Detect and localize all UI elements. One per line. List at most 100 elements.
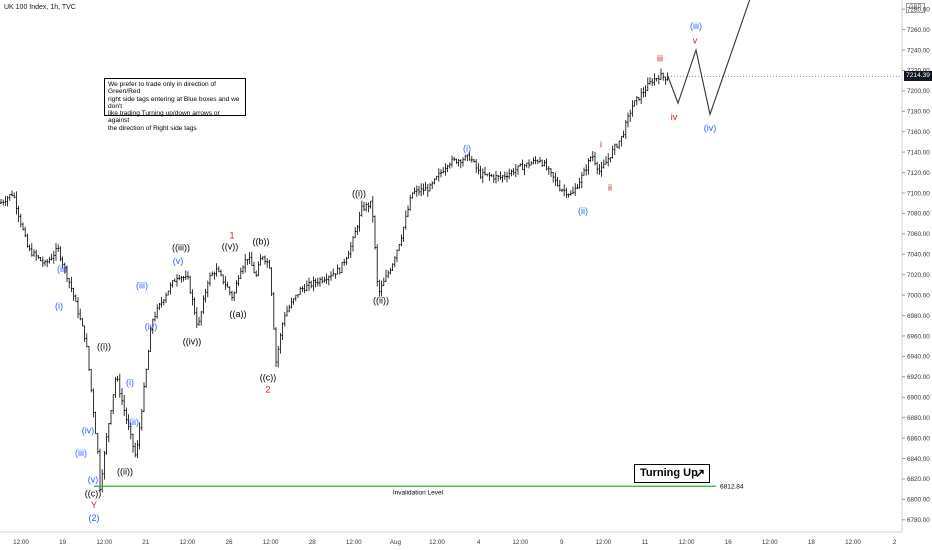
y-tick-label: 7000.00	[907, 292, 930, 299]
x-tick-label: 4	[477, 539, 481, 546]
y-tick-label: 6900.00	[907, 395, 930, 402]
wave-label: (iii)	[75, 448, 87, 458]
wave-label: ((iv))	[183, 337, 202, 347]
x-tick-label: 28	[309, 539, 317, 546]
wave-label: (iii)	[690, 21, 702, 31]
wave-label: iii	[657, 54, 663, 64]
x-tick-label: 12:00	[180, 539, 196, 546]
x-tick-label: 12:00	[263, 539, 279, 546]
arrow-up-right-icon: ↗	[694, 466, 705, 481]
symbol-title: UK 100 Index, 1h, TVC	[4, 4, 76, 11]
y-tick-label: 6820.00	[907, 476, 930, 483]
wave-label: (iv)	[704, 123, 717, 133]
x-tick-label: 12:00	[596, 539, 612, 546]
x-tick-label: 9	[560, 539, 564, 546]
wave-label: (iv)	[145, 321, 158, 331]
y-tick-label: 6780.00	[907, 517, 930, 524]
wave-label: ((i))	[352, 188, 366, 198]
wave-label: 1	[229, 230, 234, 240]
y-tick-label: 7100.00	[907, 190, 930, 197]
y-tick-label: 7060.00	[907, 231, 930, 238]
y-tick-label: 7200.00	[907, 88, 930, 95]
x-tick-label: 12:00	[512, 539, 528, 546]
wave-label: (ii)	[578, 206, 588, 216]
wave-label: (ii)	[57, 264, 67, 274]
x-tick-label: 19	[59, 539, 67, 546]
candles	[0, 68, 669, 493]
invalidation-label: Invalidation Level	[393, 489, 444, 496]
wave-label: ((i))	[97, 342, 111, 352]
note-line: the direction of Right side tags	[108, 124, 197, 132]
y-tick-label: 7120.00	[907, 170, 930, 177]
y-tick-label: 6860.00	[907, 435, 930, 442]
x-tick-label: 12:00	[762, 539, 778, 546]
wave-label: (i)	[126, 377, 134, 387]
y-tick-label: 6880.00	[907, 415, 930, 422]
y-tick-label: 6980.00	[907, 313, 930, 320]
x-tick-label: 26	[225, 539, 233, 546]
y-tick-label: 7040.00	[907, 252, 930, 259]
y-tick-label: 7180.00	[907, 109, 930, 116]
wave-label: (i)	[55, 301, 63, 311]
y-tick-label: 7080.00	[907, 211, 930, 218]
currency-badge[interactable]: GBP	[906, 3, 925, 13]
x-axis[interactable]: 12:00 19 12:00 21 12:00 26 12:00 28 12:00 Aug 12:0…	[0, 531, 902, 546]
wave-label: 2	[265, 385, 270, 395]
x-tick-label: 12:00	[429, 539, 445, 546]
wave-label: ((v))	[222, 242, 239, 252]
wave-label: (ii)	[129, 417, 139, 427]
y-tick-label: 7280.00	[907, 6, 930, 13]
y-tick-label: 7020.00	[907, 272, 930, 279]
x-tick-label: Aug	[390, 539, 402, 546]
wave-label: (iii)	[136, 280, 148, 290]
wave-label: ((c))	[260, 372, 277, 382]
turning-up-label: Turning Up	[640, 467, 698, 480]
x-tick-label: 12:00	[13, 539, 29, 546]
wave-label: ((b))	[253, 236, 270, 246]
x-tick-label: 18	[808, 539, 816, 546]
y-tick-label: 6940.00	[907, 354, 930, 361]
y-tick-label: 6960.00	[907, 333, 930, 340]
y-tick-label: 7160.00	[907, 129, 930, 136]
note-line: right side tags entering at Blue boxes a…	[108, 95, 240, 110]
wave-label: ((iii))	[172, 243, 190, 253]
current-price-tag: 7214.39	[904, 71, 932, 82]
y-tick-label: 7240.00	[907, 47, 930, 54]
x-tick-label: 11	[642, 539, 649, 546]
wave-label: iv	[671, 112, 678, 122]
wave-label: ((a))	[230, 309, 247, 319]
y-tick-label: 6920.00	[907, 374, 930, 381]
wave-label: (v)	[88, 474, 99, 484]
wave-label: v	[693, 35, 698, 45]
y-tick-label: 6840.00	[907, 456, 930, 463]
x-tick-label: 16	[725, 539, 733, 546]
x-tick-label: 2	[893, 539, 897, 546]
y-tick-label: 7260.00	[907, 27, 930, 34]
x-tick-label: 12:00	[679, 539, 695, 546]
x-tick-label: 12:00	[845, 539, 861, 546]
note-line: We prefer to trade only in direction of …	[108, 81, 216, 96]
wave-label: (iv)	[82, 425, 95, 435]
x-tick-label: 12:00	[96, 539, 112, 546]
wave-labels: (ii)(i)(iv)(iii)(v)((c))Y(2)((i))((ii))(…	[55, 21, 716, 523]
invalidation-level: Invalidation Level 6812.84	[94, 483, 744, 496]
trading-note: We prefer to trade only in direction of …	[104, 78, 246, 132]
x-tick-label: 12:00	[346, 539, 362, 546]
wave-label: ((ii))	[117, 466, 133, 476]
y-tick-label: 7140.00	[907, 149, 930, 156]
note-line: like trading Turning up/down arrows or a…	[108, 110, 220, 125]
projection-line	[667, 0, 751, 117]
projection-path	[667, 0, 902, 117]
wave-label: (i)	[463, 144, 471, 154]
wave-label: (v)	[173, 256, 184, 266]
wave-label: (2)	[89, 513, 100, 523]
x-tick-label: 21	[142, 539, 150, 546]
invalidation-value: 6812.84	[720, 483, 744, 490]
y-tick-label: 6800.00	[907, 497, 930, 504]
wave-label: Y	[91, 500, 97, 510]
wave-label: ((ii))	[373, 296, 389, 306]
wave-label: i	[600, 139, 602, 149]
turning-up-badge: Turning Up ↗	[634, 464, 710, 484]
wave-label: ii	[608, 182, 612, 192]
wave-label: ((c))	[85, 489, 102, 499]
